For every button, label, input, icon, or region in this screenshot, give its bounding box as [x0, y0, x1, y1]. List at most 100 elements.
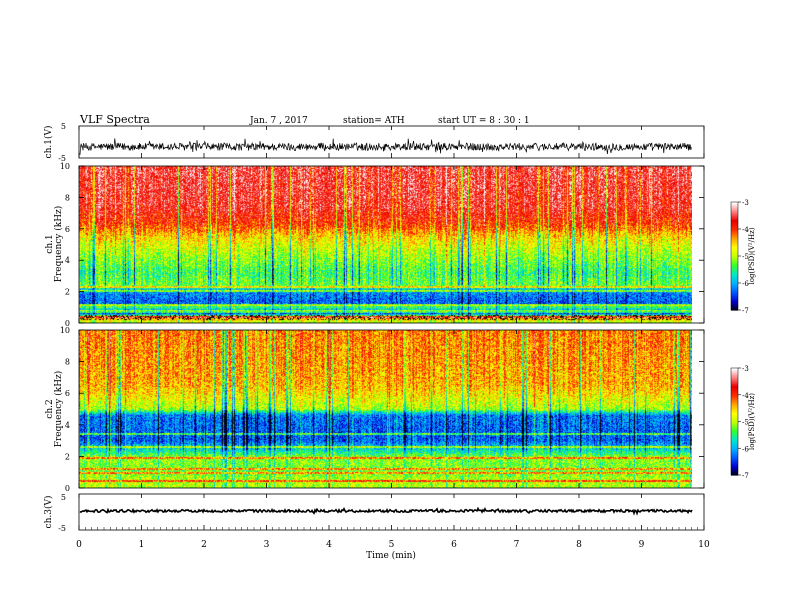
ch1-spectrogram-ytick-label: 4	[65, 256, 70, 265]
ch1-colorbar-swatch	[731, 236, 738, 239]
ch1-ytick-top: 5	[61, 122, 66, 131]
ch2-colorbar-swatch	[731, 462, 738, 465]
ch1-colorbar-swatch	[731, 286, 738, 289]
ch1-colorbar-swatch	[731, 270, 738, 273]
ch1-colorbar-swatch	[731, 302, 738, 306]
ch2-colorbar-swatch	[731, 414, 738, 417]
ch1-colorbar-swatch	[731, 281, 738, 284]
ch1-colorbar-swatch	[731, 247, 738, 250]
ch1-colorbar-tick-label: -6	[742, 280, 749, 288]
ch2-spectrogram-ylabel-freq: Frequency (kHz)	[53, 371, 64, 448]
ch2-colorbar-swatch	[731, 382, 738, 385]
ch2-colorbar-swatch	[731, 384, 738, 387]
ch1-colorbar-tick-label: -4	[742, 226, 749, 234]
ch1-colorbar-label: log(PSD)(V²/Hz)	[748, 227, 756, 284]
ch1-colorbar-swatch	[731, 234, 738, 237]
ch2-colorbar-swatch	[731, 394, 738, 398]
ch1-colorbar-tick-label: -3	[742, 199, 749, 207]
ch2-spectrogram-yticks: 0 2 4 6 8 10	[60, 326, 704, 493]
ch2-colorbar-swatch	[731, 407, 738, 410]
ch1-colorbar-swatch	[731, 261, 738, 264]
ch1-colorbar-swatch	[731, 239, 738, 243]
time-axis-label: Time (min)	[366, 550, 416, 561]
ch1-spectrogram-ylabel-freq: Frequency (kHz)	[53, 206, 64, 283]
ch2-spectrogram-ytick-label: 6	[65, 389, 70, 398]
ch2-colorbar-swatch	[731, 371, 738, 374]
ch1-colorbar: -3 -4 -5 -6 -7 log(PSD)(V²/Hz)	[730, 199, 756, 315]
ch2-colorbar-swatch	[731, 387, 738, 390]
ch1-spectrogram-ytick-label: 10	[60, 162, 70, 171]
ch2-colorbar-label: log(PSD)(V²/Hz)	[748, 393, 756, 450]
ch2-colorbar-swatch	[731, 392, 738, 396]
ch2-colorbar-swatch	[731, 469, 738, 473]
ch1-colorbar-swatch	[731, 205, 738, 208]
ch1-colorbar-swatch	[731, 257, 738, 261]
ch2-colorbar-swatch	[731, 430, 738, 433]
time-tick-label: 8	[576, 540, 582, 550]
ch2-colorbar-swatch	[731, 403, 738, 407]
ch2-colorbar-swatch	[731, 416, 738, 419]
ch2-colorbar-tick-label: -7	[742, 472, 749, 480]
ch2-colorbar-swatch	[731, 451, 738, 455]
ch2-colorbar-swatch	[731, 409, 738, 412]
ch1-colorbar-swatch	[731, 230, 738, 234]
ch1-colorbar-swatch	[731, 284, 738, 288]
ch1-colorbar-swatch	[731, 225, 738, 228]
ch1-colorbar-swatch	[731, 220, 738, 223]
ch1-colorbar-swatch	[731, 218, 738, 221]
ch3-waveform-ylabel: ch.3(V)	[43, 496, 54, 529]
ch1-colorbar-swatch	[731, 274, 738, 277]
ch1-colorbar-swatch	[731, 209, 738, 212]
ch2-colorbar-swatch	[731, 417, 738, 421]
ch2-colorbar-swatch	[731, 376, 738, 380]
ch2-colorbar-tick-label: -5	[742, 419, 749, 427]
ch1-colorbar-swatch	[731, 238, 738, 241]
ch1-colorbar-swatch	[731, 297, 738, 300]
ch1-spectrogram-ytick-label: 8	[65, 193, 70, 202]
ch1-colorbar-tick-label: -5	[742, 253, 749, 261]
ch2-spectrogram-ytick-label: 2	[65, 452, 70, 461]
date-label: Jan. 7 , 2017	[249, 116, 308, 126]
ch2-colorbar-swatch	[731, 448, 738, 451]
ch2-colorbar-swatch	[731, 378, 738, 382]
ch1-colorbar-swatch	[731, 211, 738, 214]
ch1-colorbar-swatch	[731, 288, 738, 291]
ch1-colorbar-swatch	[731, 221, 738, 225]
ch2-spectrogram-ytick-label: 10	[60, 326, 70, 335]
ch1-colorbar-swatch	[731, 256, 738, 259]
ch1-colorbar-swatch	[731, 272, 738, 275]
ch1-colorbar-swatch	[731, 275, 738, 279]
time-tick-label: 0	[76, 540, 82, 550]
ch1-colorbar-swatch	[731, 252, 738, 255]
ch2-colorbar-swatch	[731, 455, 738, 458]
ch1-colorbar-swatch	[731, 292, 738, 295]
ch2-colorbar-swatch	[731, 433, 738, 437]
ch2-colorbar-swatch	[731, 410, 738, 414]
ch1-colorbar-tick-label: -7	[742, 307, 749, 315]
ch1-colorbar-swatch	[731, 277, 738, 280]
station-label: station= ATH	[343, 116, 405, 126]
ch1-colorbar-swatch	[731, 265, 738, 268]
ch1-colorbar-swatch	[731, 229, 738, 232]
ch2-colorbar-swatch	[731, 428, 738, 432]
ch1-waveform-panel: 5 -5 ch.1(V)	[43, 122, 705, 163]
time-tick-label: 7	[514, 540, 520, 550]
time-tick-label: 2	[201, 540, 207, 550]
ch1-spectrogram-canvas-holder	[79, 166, 692, 323]
ch1-colorbar-swatch	[731, 216, 738, 219]
ch2-colorbar-swatch	[731, 441, 738, 444]
ch2-colorbar-swatch	[731, 426, 738, 430]
ch2-colorbar-swatch	[731, 369, 738, 373]
ch2-colorbar-swatch	[731, 400, 738, 403]
ch2-colorbar-swatch	[731, 375, 738, 378]
ch1-colorbar-swatch	[731, 243, 738, 246]
ch1-colorbar-swatch	[731, 268, 738, 271]
time-tick-label: 10	[698, 540, 710, 550]
ch2-colorbar-swatch	[731, 373, 738, 376]
ch2-colorbar-swatch	[731, 401, 738, 405]
ch1-colorbar-swatch	[731, 212, 738, 216]
ch1-colorbar-swatch	[731, 254, 738, 257]
ch2-colorbar-swatch	[731, 421, 738, 424]
ch1-colorbar-swatch	[731, 283, 738, 286]
ch2-spectrogram-image	[79, 330, 692, 488]
